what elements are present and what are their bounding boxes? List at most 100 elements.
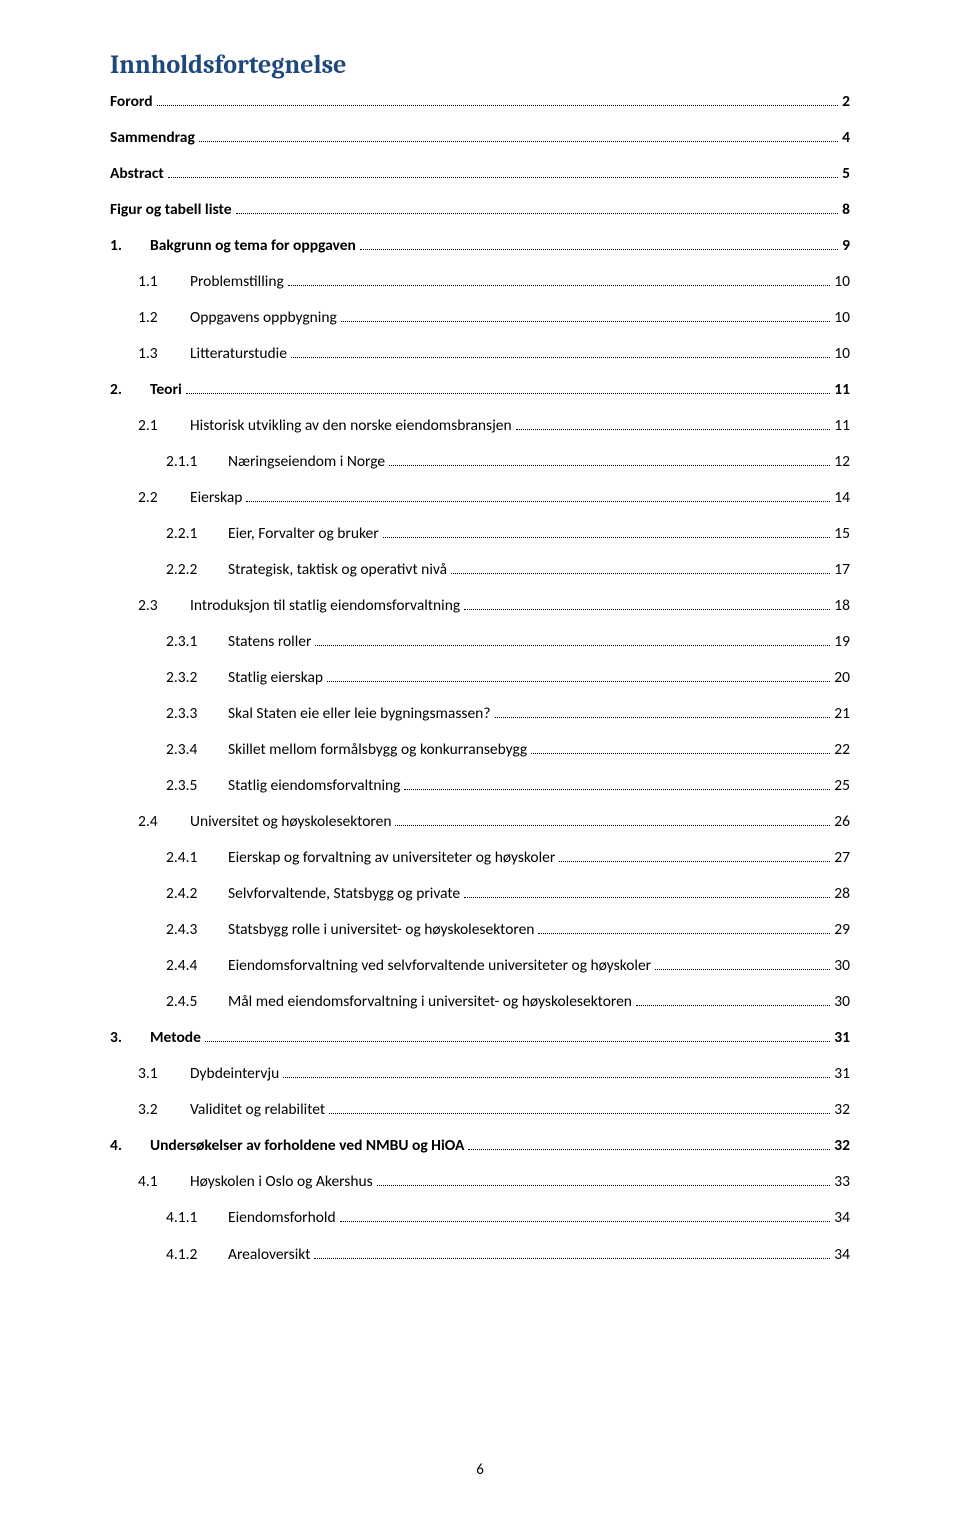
toc-entry[interactable]: 4.1Høyskolen i Oslo og Akershus 33 bbox=[110, 1170, 850, 1194]
toc-entry[interactable]: Forord 2 bbox=[110, 90, 850, 114]
toc-entry-number: 2.3.1 bbox=[166, 630, 228, 654]
toc-entry[interactable]: 3.1Dybdeintervju31 bbox=[110, 1062, 850, 1086]
toc-entry[interactable]: 2.Teori11 bbox=[110, 378, 850, 402]
toc-entry-page: 4 bbox=[842, 126, 850, 150]
toc-entry-number: 2.4.3 bbox=[166, 918, 228, 942]
toc-dot-leader bbox=[377, 1185, 831, 1186]
toc-dot-leader bbox=[288, 285, 831, 286]
toc-entry-page: 10 bbox=[834, 342, 850, 366]
toc-entry-text: Selvforvaltende, Statsbygg og private bbox=[228, 882, 460, 906]
toc-entry-text: Undersøkelser av forholdene ved NMBU og … bbox=[150, 1134, 464, 1158]
toc-entry[interactable]: 2.3.4Skillet mellom formålsbygg og konku… bbox=[110, 738, 850, 762]
toc-entry[interactable]: 2.3.2Statlig eierskap20 bbox=[110, 666, 850, 690]
toc-entry-text: Introduksjon til statlig eiendomsforvalt… bbox=[190, 594, 460, 618]
toc-entry-text: Statsbygg rolle i universitet- og høysko… bbox=[228, 918, 534, 942]
toc-entry[interactable]: 2.3.5Statlig eiendomsforvaltning25 bbox=[110, 774, 850, 798]
toc-entry[interactable]: 4.1.1Eiendomsforhold34 bbox=[110, 1206, 850, 1230]
toc-entry-text: Universitet og høyskolesektoren bbox=[190, 810, 391, 834]
toc-entry-number: 2.1 bbox=[138, 414, 190, 438]
toc-entry[interactable]: 4.1.2Arealoversikt34 bbox=[110, 1243, 850, 1267]
toc-entry-text: Figur og tabell liste bbox=[110, 198, 232, 222]
toc-entry-text: Validitet og relabilitet bbox=[190, 1098, 325, 1122]
toc-entry-number: 3.2 bbox=[138, 1098, 190, 1122]
toc-entry[interactable]: 2.1.1Næringseiendom i Norge12 bbox=[110, 450, 850, 474]
toc-entry[interactable]: 2.4Universitet og høyskolesektoren26 bbox=[110, 810, 850, 834]
toc-entry[interactable]: 2.2.1Eier, Forvalter og bruker15 bbox=[110, 522, 850, 546]
toc-entry[interactable]: 2.4.4Eiendomsforvaltning ved selvforvalt… bbox=[110, 954, 850, 978]
toc-entry[interactable]: 2.4.5Mål med eiendomsforvaltning i unive… bbox=[110, 990, 850, 1014]
toc-dot-leader bbox=[157, 105, 839, 106]
toc-entry[interactable]: 4.Undersøkelser av forholdene ved NMBU o… bbox=[110, 1134, 850, 1158]
toc-entry[interactable]: 2.4.2Selvforvaltende, Statsbygg og priva… bbox=[110, 882, 850, 906]
toc-entry-page: 28 bbox=[834, 882, 850, 906]
toc-entry-page: 33 bbox=[834, 1170, 850, 1194]
toc-entry-text: Eierskap og forvaltning av universiteter… bbox=[228, 846, 555, 870]
toc-entry[interactable]: Abstract5 bbox=[110, 162, 850, 186]
toc-entry-number: 3. bbox=[110, 1026, 150, 1050]
toc-entry-page: 5 bbox=[842, 162, 850, 186]
toc-entry-page: 10 bbox=[834, 270, 850, 294]
toc-entry-page: 31 bbox=[834, 1026, 850, 1050]
toc-entry[interactable]: 2.3.3Skal Staten eie eller leie bygnings… bbox=[110, 702, 850, 726]
toc-dot-leader bbox=[283, 1077, 830, 1078]
toc-entry-number: 2.3.4 bbox=[166, 738, 228, 762]
toc-entry[interactable]: 1.1Problemstilling10 bbox=[110, 270, 850, 294]
toc-entry[interactable]: 2.1Historisk utvikling av den norske eie… bbox=[110, 414, 850, 438]
toc-entry[interactable]: 1.3Litteraturstudie10 bbox=[110, 342, 850, 366]
toc-entry-page: 9 bbox=[842, 234, 850, 258]
toc-entry-text: Oppgavens oppbygning bbox=[190, 306, 337, 330]
toc-dot-leader bbox=[246, 501, 830, 502]
toc-entry-number: 2.1.1 bbox=[166, 450, 228, 474]
toc-dot-leader bbox=[495, 717, 831, 718]
toc-entry-text: Skal Staten eie eller leie bygningsmasse… bbox=[228, 702, 491, 726]
toc-entry-number: 2.2 bbox=[138, 486, 190, 510]
toc-entry-text: Sammendrag bbox=[110, 126, 195, 150]
toc-dot-leader bbox=[559, 861, 830, 862]
toc-entry-text: Statlig eiendomsforvaltning bbox=[228, 774, 400, 798]
toc-dot-leader bbox=[360, 249, 838, 250]
toc-entry[interactable]: 1.2Oppgavens oppbygning10 bbox=[110, 306, 850, 330]
toc-entry-page: 27 bbox=[834, 846, 850, 870]
toc-entry[interactable]: 2.2.2Strategisk, taktisk og operativt ni… bbox=[110, 558, 850, 582]
toc-dot-leader bbox=[531, 753, 830, 754]
toc-entry[interactable]: 2.4.3Statsbygg rolle i universitet- og h… bbox=[110, 918, 850, 942]
toc-dot-leader bbox=[205, 1041, 830, 1042]
toc-entry-page: 30 bbox=[834, 990, 850, 1014]
toc-entry-text: Skillet mellom formålsbygg og konkurrans… bbox=[228, 738, 527, 762]
toc-entry-text: Eiendomsforhold bbox=[228, 1206, 336, 1230]
toc-entry-text: Historisk utvikling av den norske eiendo… bbox=[190, 414, 512, 438]
toc-entry-text: Høyskolen i Oslo og Akershus bbox=[190, 1170, 373, 1194]
toc-entry[interactable]: 2.3Introduksjon til statlig eiendomsforv… bbox=[110, 594, 850, 618]
toc-entry[interactable]: 1.Bakgrunn og tema for oppgaven9 bbox=[110, 234, 850, 258]
toc-entry-number: 4.1 bbox=[138, 1170, 190, 1194]
toc-entry[interactable]: 3.2Validitet og relabilitet32 bbox=[110, 1098, 850, 1122]
toc-entry-page: 22 bbox=[834, 738, 850, 762]
toc-dot-leader bbox=[655, 969, 830, 970]
toc-entry-page: 34 bbox=[834, 1243, 850, 1267]
toc-title: Innholdsfortegnelse bbox=[110, 50, 850, 80]
toc-dot-leader bbox=[186, 393, 830, 394]
toc-entry-number: 2. bbox=[110, 378, 150, 402]
toc-entry[interactable]: 2.3.1Statens roller19 bbox=[110, 630, 850, 654]
toc-entry-text: Problemstilling bbox=[190, 270, 284, 294]
toc-entry-text: Strategisk, taktisk og operativt nivå bbox=[228, 558, 447, 582]
toc-entry[interactable]: Sammendrag 4 bbox=[110, 126, 850, 150]
toc-entry-number: 2.3.5 bbox=[166, 774, 228, 798]
toc-entry-number: 2.3.2 bbox=[166, 666, 228, 690]
toc-dot-leader bbox=[464, 897, 830, 898]
toc-dot-leader bbox=[199, 141, 838, 142]
toc-entry-number: 2.4.5 bbox=[166, 990, 228, 1014]
toc-entry-text: Statlig eierskap bbox=[228, 666, 323, 690]
toc-dot-leader bbox=[314, 1258, 830, 1259]
toc-entry-text: Arealoversikt bbox=[228, 1243, 310, 1267]
toc-entry-text: Teori bbox=[150, 378, 182, 402]
toc-entry[interactable]: 3.Metode31 bbox=[110, 1026, 850, 1050]
toc-entry[interactable]: 2.2Eierskap14 bbox=[110, 486, 850, 510]
toc-entry-text: Forord bbox=[110, 90, 153, 114]
toc-dot-leader bbox=[168, 177, 838, 178]
toc-entry-text: Dybdeintervju bbox=[190, 1062, 279, 1086]
toc-entry[interactable]: 2.4.1Eierskap og forvaltning av universi… bbox=[110, 846, 850, 870]
toc-entry[interactable]: Figur og tabell liste8 bbox=[110, 198, 850, 222]
toc-entry-page: 2 bbox=[842, 90, 850, 114]
toc-entry-number: 2.2.1 bbox=[166, 522, 228, 546]
